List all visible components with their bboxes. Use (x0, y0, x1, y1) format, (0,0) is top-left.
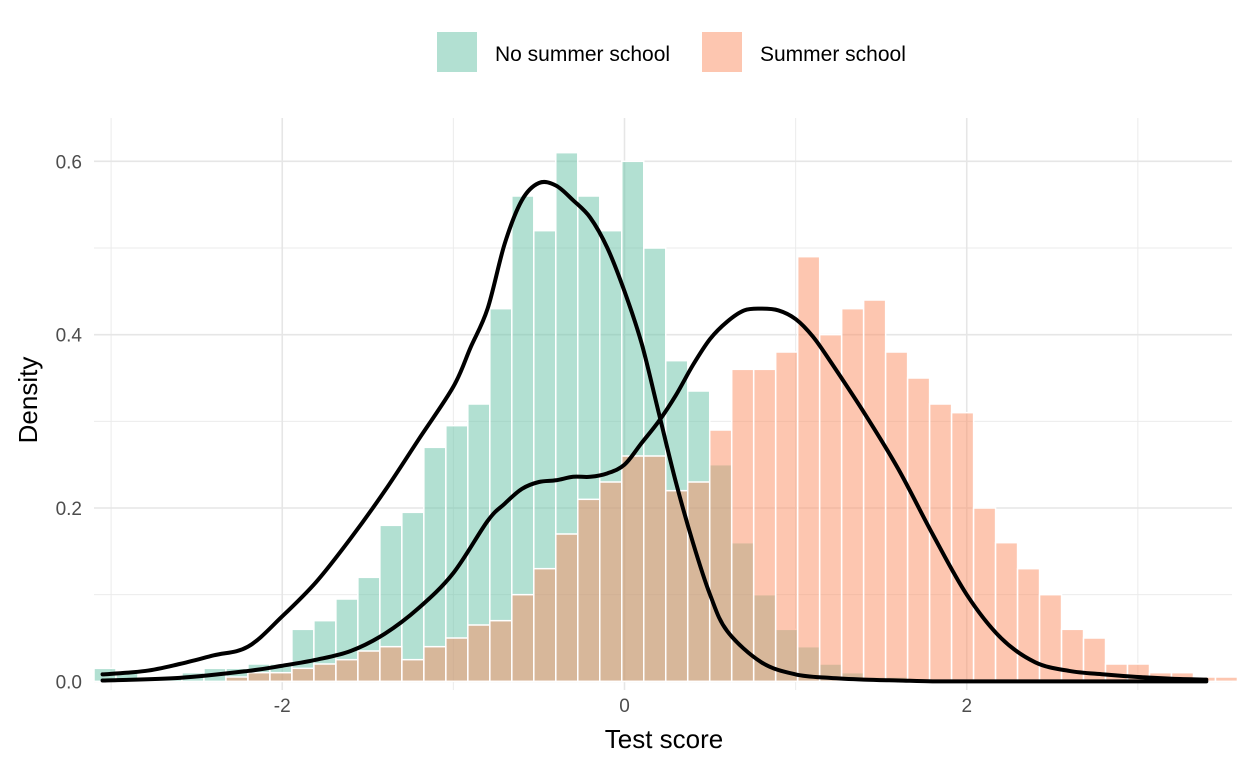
bar-summer-school (511, 593, 535, 683)
bar-summer-school (599, 481, 623, 683)
bar-summer-school (906, 377, 931, 683)
bar-summer-school (840, 307, 865, 683)
bar-summer-school (467, 624, 491, 683)
bar-summer-school (730, 368, 755, 683)
bar-summer-school (642, 455, 667, 683)
histogram-summer-school (225, 255, 1239, 683)
y-tick-label: 0.6 (56, 152, 82, 173)
bar-summer-school (796, 255, 821, 683)
bar-summer-school (950, 411, 975, 683)
bar-summer-school (225, 676, 249, 683)
bar-summer-school (577, 498, 601, 683)
bar-summer-school (884, 351, 909, 683)
bar-summer-school (818, 333, 843, 683)
x-tick-label: 0 (619, 696, 630, 717)
bar-summer-school (313, 663, 337, 683)
x-axis-tick-labels: -2 0 2 (274, 696, 972, 717)
legend: No summer school Summer school (437, 32, 906, 72)
y-tick-label: 0.4 (56, 326, 83, 347)
density-curves (100, 179, 1209, 684)
bar-summer-school (291, 667, 315, 683)
y-axis-title: Density (13, 357, 43, 444)
bar-summer-school (972, 507, 997, 683)
bar-summer-school (994, 541, 1019, 683)
bar-summer-school (335, 658, 359, 683)
x-tick-label: 2 (961, 696, 972, 717)
bar-summer-school (423, 645, 447, 683)
bar-summer-school (774, 351, 799, 683)
bar-summer-school (489, 619, 513, 683)
bar-summer-school (862, 299, 887, 683)
bar-summer-school (1104, 663, 1129, 683)
bar-summer-school (621, 455, 645, 683)
bar-summer-school (357, 650, 381, 683)
legend-key-summer-school (702, 32, 742, 72)
bar-summer-school (555, 533, 579, 683)
x-tick-label: -2 (274, 696, 291, 717)
bar-summer-school (533, 567, 557, 683)
y-axis-tick-labels: 0.0 0.2 0.4 0.6 (56, 152, 83, 693)
bar-summer-school (379, 645, 403, 683)
legend-key-no-summer-school (437, 32, 477, 72)
bar-summer-school (708, 429, 733, 683)
plot-panel (93, 118, 1239, 690)
bar-summer-school (445, 637, 469, 683)
bar-summer-school (269, 671, 293, 683)
bar-summer-school (247, 671, 271, 683)
bar-summer-school (401, 658, 425, 683)
y-tick-label: 0.0 (56, 672, 82, 693)
bar-summer-school (752, 368, 777, 683)
y-tick-label: 0.2 (56, 499, 82, 520)
density-curve-summer-school (100, 306, 1209, 683)
bar-no-summer-school (401, 511, 425, 683)
legend-label-no-summer-school: No summer school (495, 43, 670, 66)
density-curve-no-summer-school (100, 179, 1209, 684)
bar-summer-school (1214, 676, 1239, 683)
x-axis-title: Test score (605, 724, 724, 754)
legend-label-summer-school: Summer school (760, 43, 906, 66)
bar-summer-school (928, 403, 953, 683)
